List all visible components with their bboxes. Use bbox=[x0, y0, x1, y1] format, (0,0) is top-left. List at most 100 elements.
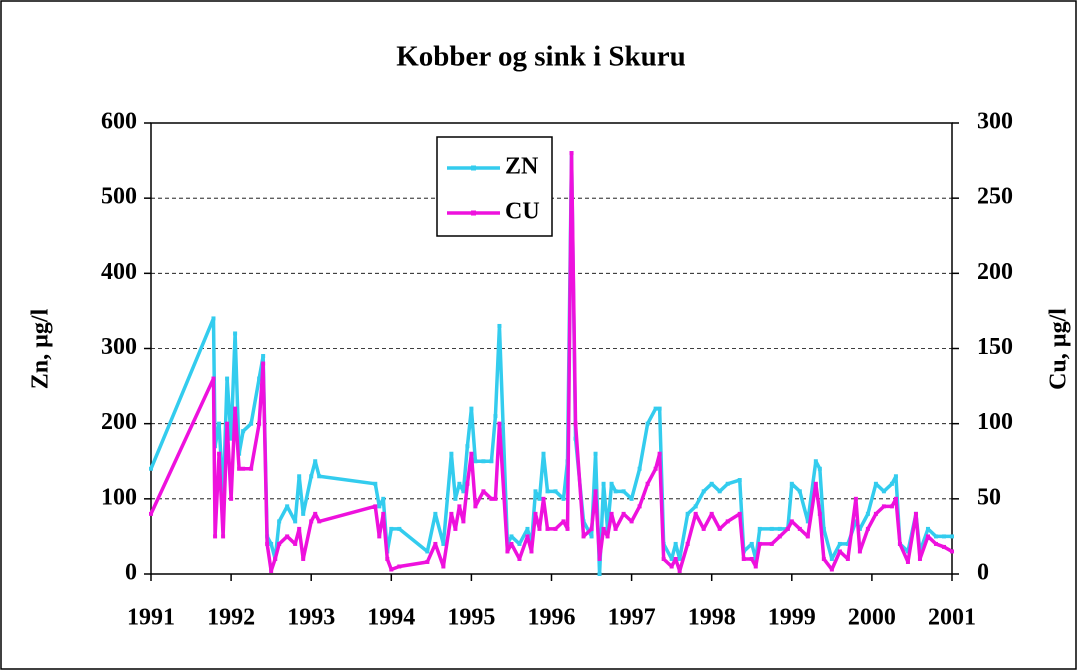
y-tick-label: 100 bbox=[101, 484, 137, 510]
data-point bbox=[297, 526, 302, 531]
y2-tick-label: 0 bbox=[977, 560, 989, 586]
data-point bbox=[397, 526, 402, 531]
data-point bbox=[481, 459, 486, 464]
data-point bbox=[601, 526, 606, 531]
y-tick-label: 0 bbox=[125, 560, 137, 586]
data-point bbox=[237, 466, 242, 471]
y-tick-label: 600 bbox=[101, 109, 137, 135]
x-tick-label: 1993 bbox=[287, 605, 335, 631]
data-point bbox=[285, 504, 290, 509]
chart-title: Kobber og sink i Skuru bbox=[396, 41, 686, 73]
data-point bbox=[465, 481, 470, 486]
data-point bbox=[797, 526, 802, 531]
data-point bbox=[893, 474, 898, 479]
data-point bbox=[813, 459, 818, 464]
data-point bbox=[685, 511, 690, 516]
data-point bbox=[645, 481, 650, 486]
data-point bbox=[433, 511, 438, 516]
data-point bbox=[629, 519, 634, 524]
data-point bbox=[309, 519, 314, 524]
data-point bbox=[593, 489, 598, 494]
data-point bbox=[373, 481, 378, 486]
data-point bbox=[597, 572, 602, 576]
data-point bbox=[609, 481, 614, 486]
data-point bbox=[621, 511, 626, 516]
data-point bbox=[777, 534, 782, 539]
data-point bbox=[249, 466, 254, 471]
data-point bbox=[269, 541, 274, 546]
legend-label: ZN bbox=[505, 154, 539, 180]
data-point bbox=[277, 541, 282, 546]
data-point bbox=[497, 323, 502, 328]
data-point bbox=[517, 556, 522, 561]
plot-area bbox=[150, 122, 953, 575]
data-point bbox=[597, 556, 602, 561]
y2-tick-label: 300 bbox=[977, 109, 1013, 135]
data-point bbox=[489, 496, 494, 501]
data-point bbox=[601, 481, 606, 486]
data-point bbox=[313, 511, 318, 516]
data-point bbox=[749, 556, 754, 561]
data-point bbox=[797, 489, 802, 494]
data-point bbox=[225, 376, 230, 381]
data-point bbox=[249, 421, 254, 426]
data-point bbox=[789, 481, 794, 486]
data-point bbox=[805, 534, 810, 539]
data-point bbox=[757, 541, 762, 546]
data-point bbox=[881, 489, 886, 494]
data-point bbox=[441, 564, 446, 569]
data-point bbox=[553, 526, 558, 531]
data-point bbox=[613, 526, 618, 531]
data-point bbox=[217, 421, 222, 426]
data-point bbox=[541, 496, 546, 501]
y-tick-label: 300 bbox=[101, 334, 137, 360]
data-point bbox=[657, 406, 662, 411]
data-point bbox=[845, 541, 850, 546]
data-point bbox=[233, 331, 238, 336]
data-point bbox=[865, 511, 870, 516]
data-point bbox=[925, 526, 930, 531]
data-point bbox=[533, 511, 538, 516]
data-point bbox=[377, 534, 382, 539]
data-point bbox=[865, 526, 870, 531]
data-point bbox=[211, 316, 216, 321]
data-point bbox=[541, 451, 546, 456]
data-point bbox=[857, 549, 862, 554]
data-point bbox=[653, 466, 658, 471]
data-point bbox=[881, 504, 886, 509]
data-point bbox=[701, 489, 706, 494]
data-point bbox=[561, 496, 566, 501]
y-tick-label: 400 bbox=[101, 259, 137, 285]
data-point bbox=[653, 406, 658, 411]
y2-tick-label: 250 bbox=[977, 184, 1013, 210]
data-point bbox=[693, 511, 698, 516]
data-point bbox=[229, 436, 234, 441]
data-point bbox=[685, 541, 690, 546]
data-point bbox=[385, 556, 390, 561]
data-point bbox=[269, 568, 274, 573]
data-point bbox=[473, 459, 478, 464]
data-point bbox=[297, 474, 302, 479]
data-point bbox=[737, 511, 742, 516]
data-point bbox=[769, 526, 774, 531]
legend-box bbox=[436, 136, 553, 237]
y2-tick-label: 100 bbox=[977, 409, 1013, 435]
data-point bbox=[389, 526, 394, 531]
data-point bbox=[217, 451, 222, 456]
data-point bbox=[717, 526, 722, 531]
legend-marker bbox=[471, 210, 476, 216]
y-tick-label: 500 bbox=[101, 184, 137, 210]
data-point bbox=[261, 361, 266, 366]
data-point bbox=[913, 511, 918, 516]
data-point bbox=[509, 534, 514, 539]
data-point bbox=[837, 541, 842, 546]
data-point bbox=[453, 526, 458, 531]
x-tick-label: 1996 bbox=[528, 605, 576, 631]
x-tick-label: 1991 bbox=[127, 605, 175, 631]
data-point bbox=[837, 549, 842, 554]
data-point bbox=[381, 511, 386, 516]
data-point bbox=[517, 541, 522, 546]
data-point bbox=[397, 564, 402, 569]
data-point bbox=[657, 451, 662, 456]
